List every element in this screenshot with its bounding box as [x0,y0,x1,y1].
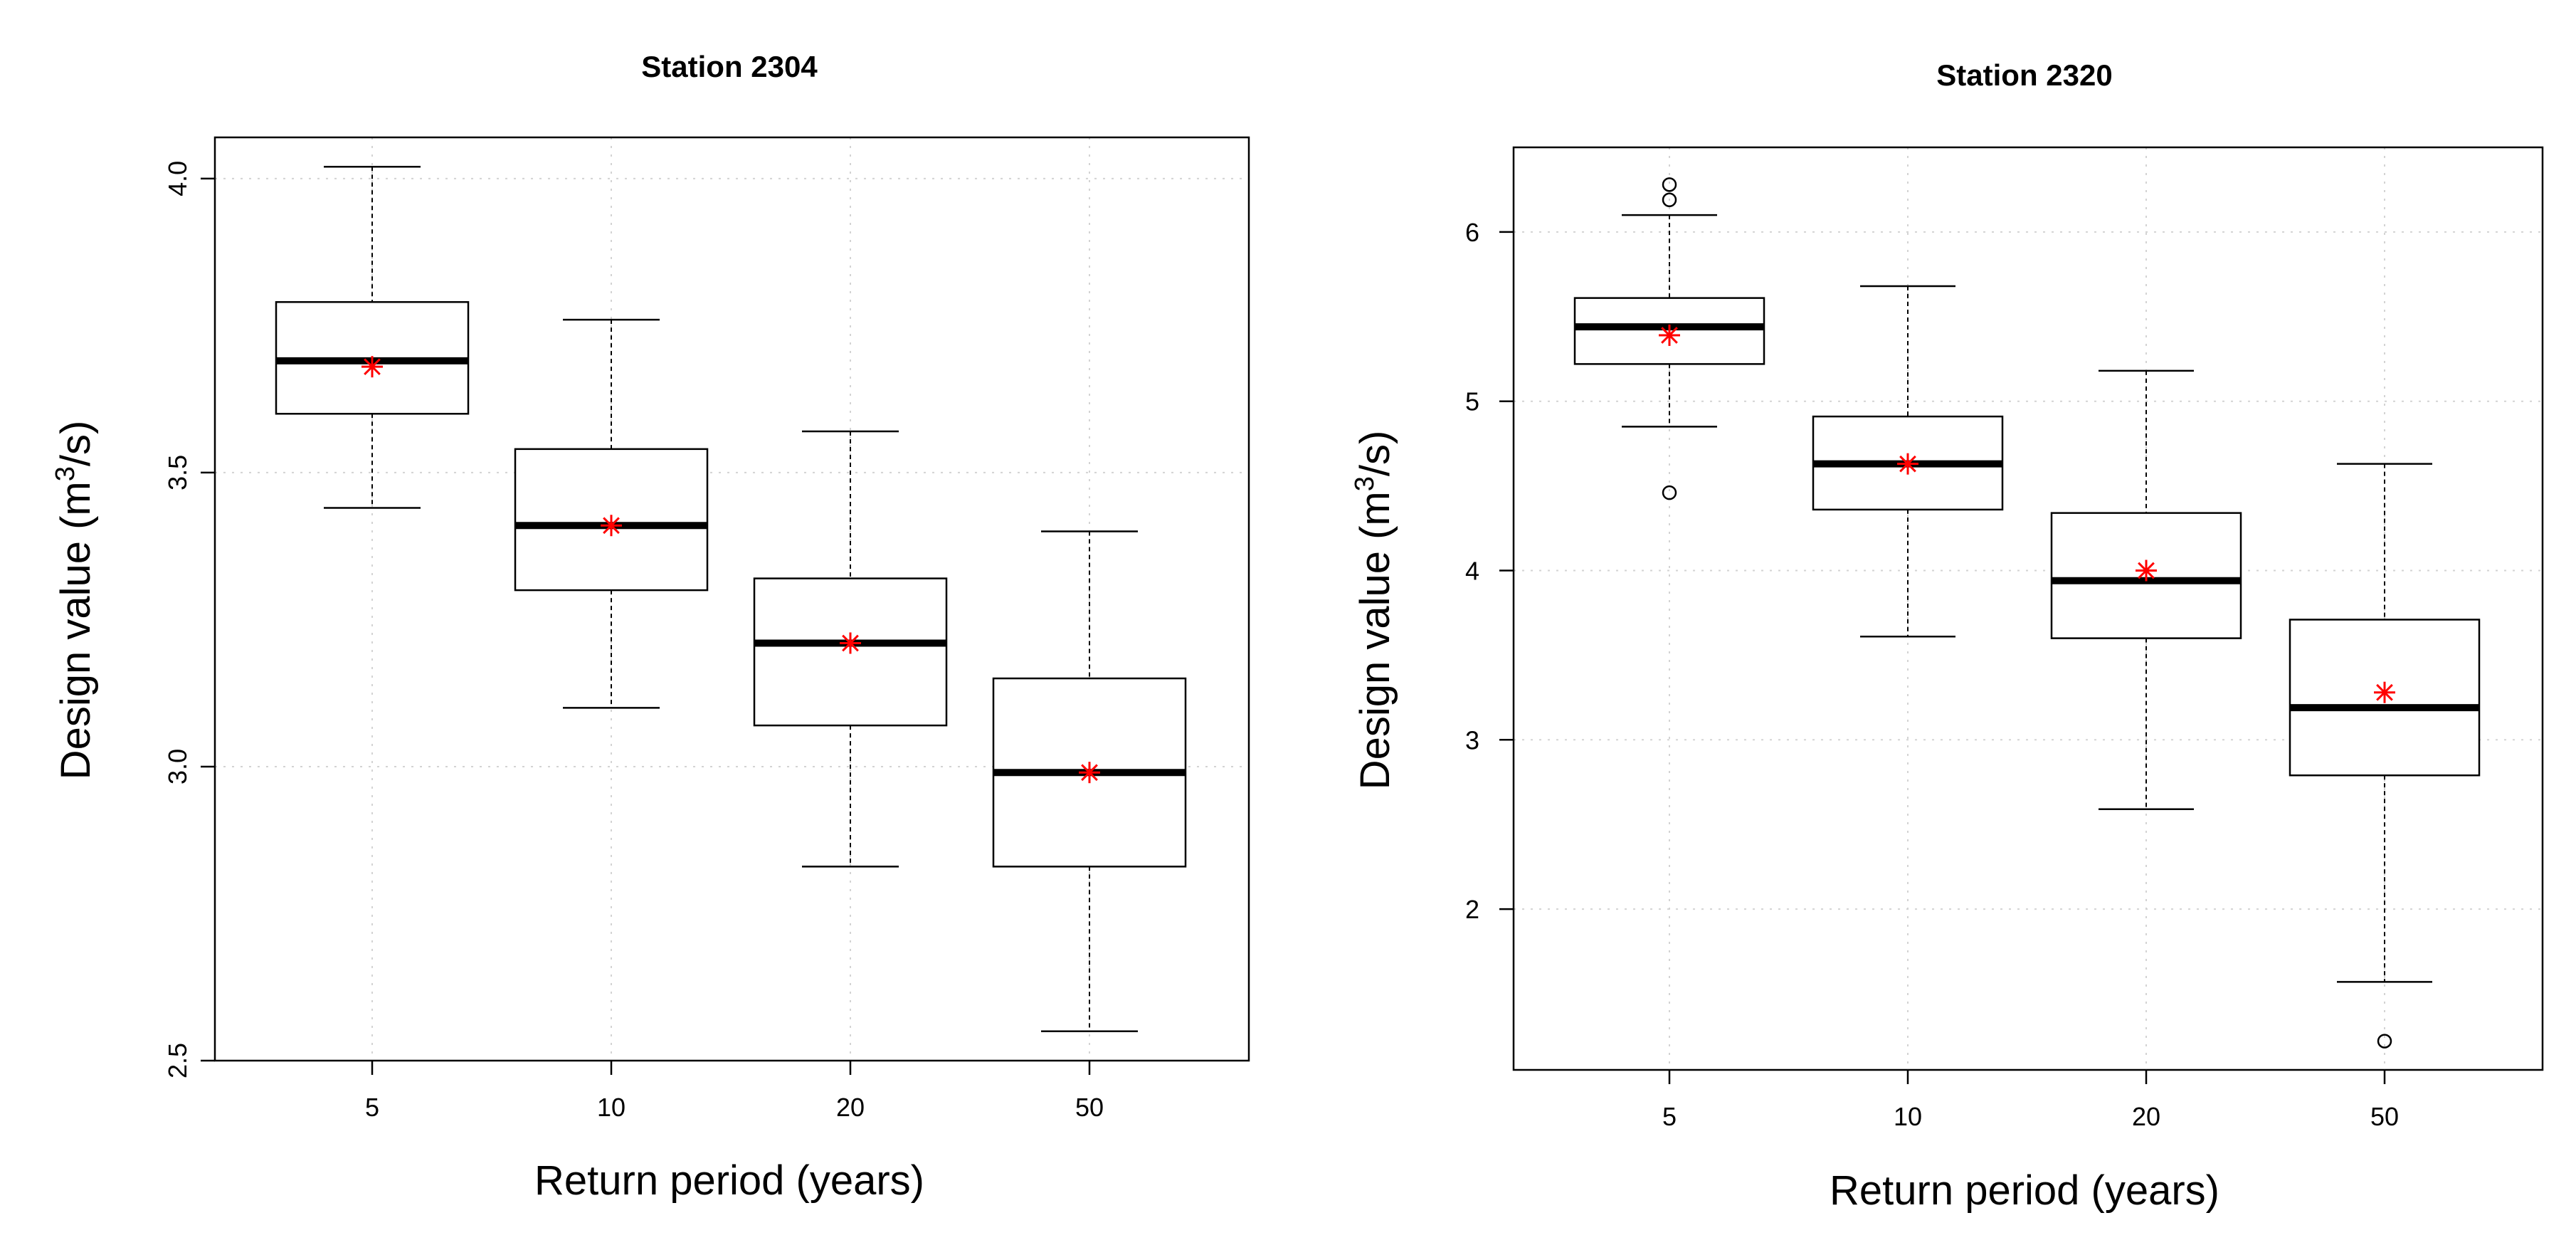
point-estimate-stroke [1661,327,1678,344]
point-estimate-stroke [364,358,381,376]
chart-title: Station 2304 [641,50,818,83]
point-estimate-marker [1659,324,1680,346]
box-10 [514,318,709,709]
x-tick-label: 20 [2132,1102,2160,1131]
point-estimate-marker [840,632,861,654]
x-tick-label: 5 [1662,1102,1677,1131]
box-5 [1573,177,1765,500]
point-estimate-stroke [603,517,620,535]
box-10 [1812,285,2004,638]
chart-title: Station 2320 [1936,58,2112,92]
y-axis-label-main: Design value (m [1352,491,1398,789]
y-axis-label: Design value (m3/s) [51,421,99,780]
x-tick-label: 50 [1075,1093,1104,1122]
x-tick-label: 5 [365,1093,379,1122]
plot-frame [213,136,1250,1062]
y-axis-label-superscript: 3 [1350,476,1380,491]
point-estimate-stroke [842,634,859,652]
x-tick-label: 10 [1894,1102,1922,1131]
y-tick-label: 4.0 [163,161,192,196]
box-20 [753,430,948,868]
point-estimate-stroke [2376,683,2393,701]
y-axis-label-main: Design value (m [53,481,99,779]
y-tick-label: 3.5 [163,455,192,490]
outlier-point [2377,1034,2392,1049]
point-estimate-stroke [1899,455,1916,473]
point-estimate-marker [361,356,383,378]
point-estimate-marker [2374,681,2395,703]
y-axis-label-superscript: 3 [51,466,80,481]
point-estimate-stroke [1081,764,1098,782]
x-tick-label: 10 [597,1093,625,1122]
y-axis-label-tail: /s) [1352,431,1398,476]
point-estimate-marker [601,515,622,537]
y-tick-label: 2.5 [163,1043,192,1078]
point-estimate-stroke [2138,562,2155,579]
chart-panel: 2.5 3.0 3.5 4.0 5 10 20 50 [163,136,1250,1122]
x-tick-label: 50 [2370,1102,2399,1131]
plot-frame [1512,146,2544,1071]
outlier-point [1662,177,1677,192]
y-tick-label: 5 [1465,387,1479,416]
y-tick-label: 6 [1465,218,1479,247]
x-axis-label: Return period (years) [534,1157,924,1204]
y-tick-label: 4 [1465,556,1479,585]
y-tick-label: 2 [1465,895,1479,924]
y-axis-label: Design value (m3/s) [1350,431,1398,790]
point-estimate-marker [1897,453,1918,475]
x-axis-label: Return period (years) [1830,1167,2219,1214]
box-20 [2050,369,2242,811]
box-50 [992,530,1187,1032]
y-tick-label: 3.0 [163,749,192,784]
box-5 [275,166,470,509]
chart-panel: 2 3 4 5 6 5 10 20 50 [1465,146,2544,1131]
y-axis-label-tail: /s) [53,421,99,466]
outlier-point [1662,192,1677,207]
box-50 [2289,463,2481,1049]
y-tick-label: 3 [1465,725,1479,755]
x-tick-label: 20 [836,1093,865,1122]
outlier-point [1662,485,1677,500]
point-estimate-marker [2136,560,2157,582]
point-estimate-marker [1079,762,1100,784]
